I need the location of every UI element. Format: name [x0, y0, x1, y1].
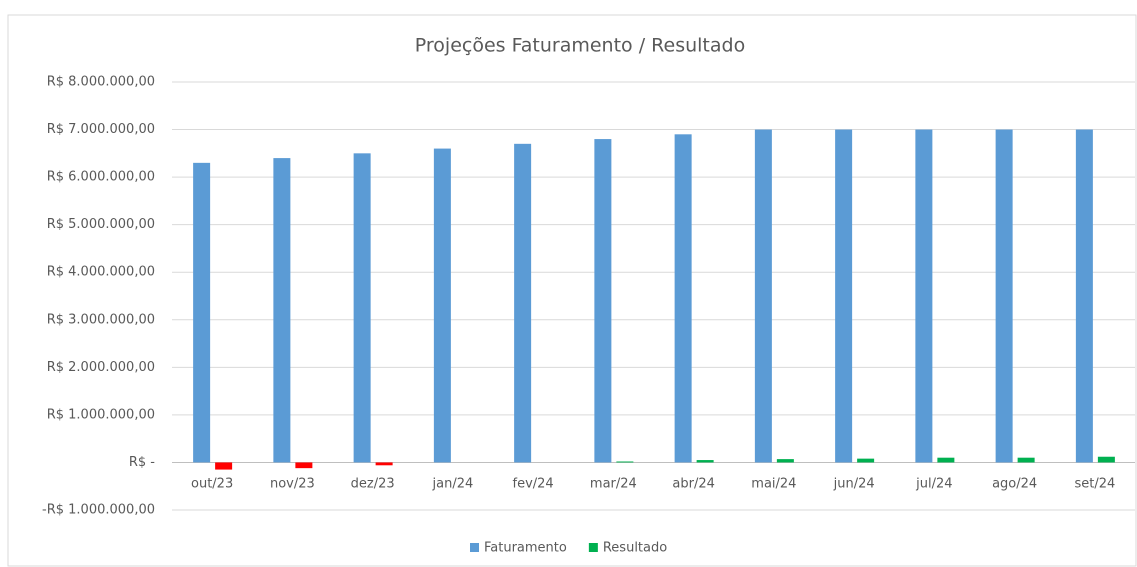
bar: [514, 143, 532, 463]
bar: [857, 458, 875, 463]
y-tick-label: R$ 3.000.000,00: [47, 312, 155, 327]
x-tick-label: jan/24: [432, 477, 474, 492]
y-tick-label: R$ 6.000.000,00: [47, 170, 155, 185]
y-tick-label: -R$ 1.000.000,00: [42, 503, 155, 518]
x-tick-label: out/23: [191, 477, 233, 492]
bar: [674, 134, 692, 463]
bar: [594, 139, 612, 463]
bar: [273, 158, 291, 463]
y-tick-label: R$ 7.000.000,00: [47, 122, 155, 137]
y-tick-label: R$ 4.000.000,00: [47, 265, 155, 280]
x-tick-label: ago/24: [992, 477, 1037, 492]
bar: [616, 461, 634, 463]
x-tick-label: abr/24: [672, 477, 715, 492]
bar: [193, 162, 211, 463]
legend-label: Resultado: [603, 541, 667, 556]
bar: [295, 462, 313, 469]
bar: [375, 462, 393, 466]
bar: [776, 459, 794, 463]
y-tick-label: R$ 5.000.000,00: [47, 217, 155, 232]
x-tick-label: mar/24: [590, 477, 637, 492]
chart-frame: [7, 14, 1137, 567]
x-tick-label: jun/24: [833, 477, 875, 492]
bar: [433, 148, 451, 463]
legend-swatch: [470, 543, 479, 552]
bar: [754, 129, 772, 463]
x-tick-label: jul/24: [915, 477, 952, 492]
y-tick-label: R$ 8.000.000,00: [47, 75, 155, 90]
bar: [915, 129, 933, 463]
x-tick-label: mai/24: [751, 477, 796, 492]
x-tick-label: nov/23: [270, 477, 315, 492]
chart-title: Projeções Faturamento / Resultado: [415, 35, 745, 57]
bar: [1017, 457, 1035, 463]
legend-label: Faturamento: [484, 541, 567, 556]
y-tick-label: R$ -: [129, 455, 155, 470]
bar: [995, 129, 1013, 463]
bar: [696, 460, 714, 463]
legend-swatch: [588, 543, 598, 552]
bar: [1075, 129, 1093, 463]
bar: [215, 462, 233, 470]
x-tick-label: fev/24: [513, 477, 554, 492]
bar: [353, 153, 371, 463]
bar: [835, 129, 853, 463]
y-tick-label: R$ 1.000.000,00: [47, 407, 155, 422]
y-tick-label: R$ 2.000.000,00: [47, 360, 155, 375]
bar: [937, 457, 955, 463]
bar: [1097, 456, 1115, 463]
x-tick-label: set/24: [1074, 477, 1115, 492]
x-tick-label: dez/23: [351, 477, 395, 492]
